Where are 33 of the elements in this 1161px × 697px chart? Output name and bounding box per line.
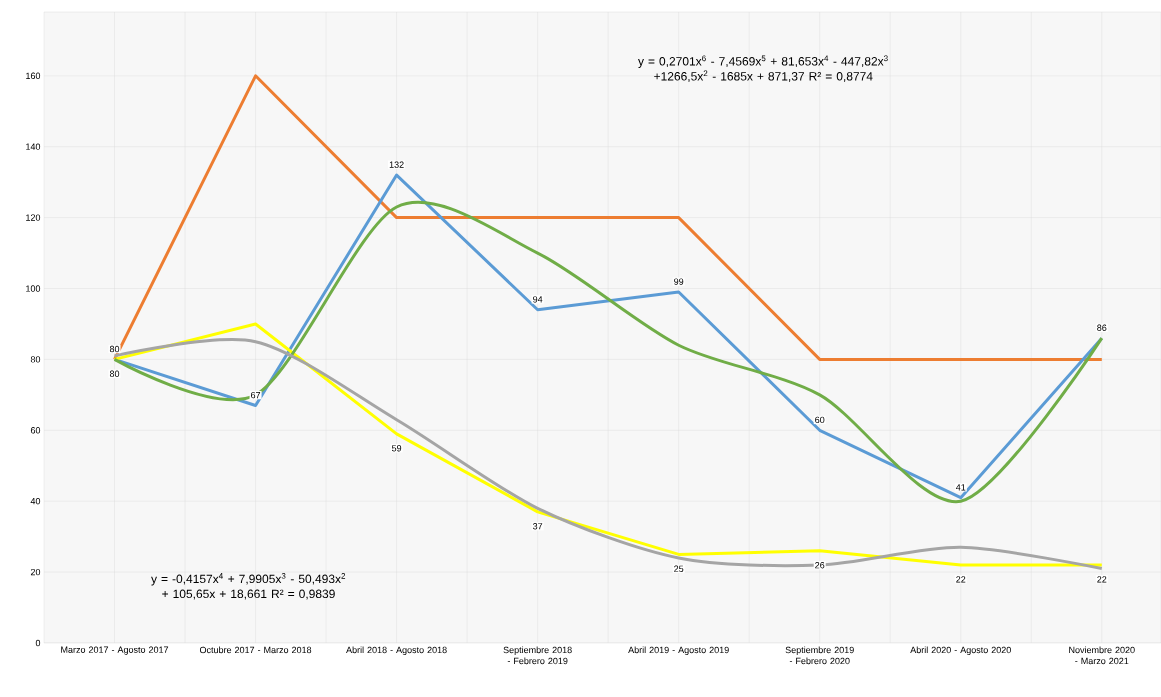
data-label: 60	[815, 416, 825, 424]
y-tick-label: 160	[26, 72, 41, 79]
y-tick-label: 60	[30, 427, 41, 434]
text: y = -0,4157x$^{4}$ + 7,9905x$^{3}$ - 50,493x$^{2}$ + 105,65x + 18,661 R² = 0,9839	[151, 573, 346, 600]
x-tick-label: Septiembre 2018 - Febrero 2019	[503, 646, 572, 665]
data-label: 80	[109, 370, 120, 377]
data-label: 132	[389, 161, 404, 168]
text: y = 0,2701x$^{6}$ - 7,4569x$^{5}$ + 81,653x$^{4}$ - 447,82x$^{3}$ +1266,5x$^{2}$ - 1685x + 871,37 R² = 0,8774	[638, 55, 888, 82]
x-tick-label: Abril 2020 - Agosto 2020	[910, 646, 1011, 655]
data-label: 22	[956, 576, 966, 583]
x-tick-label: Abril 2019 - Agosto 2019	[628, 646, 729, 655]
y-tick-label: 20	[30, 568, 41, 576]
data-label: 67	[251, 391, 261, 399]
y-tick-label: 100	[26, 285, 41, 292]
y-tick-label: 140	[26, 143, 41, 150]
y-tick-label: 40	[30, 498, 41, 505]
x-tick-label: Octubre 2017 - Marzo 2018	[199, 646, 312, 654]
x-tick-label: Marzo 2017 - Agosto 2017	[61, 646, 169, 655]
y-tick-label: 0	[35, 639, 41, 647]
x-tick-label: Septiembre 2019 - Febrero 2020	[785, 646, 854, 665]
data-label: 41	[955, 484, 966, 491]
data-label: 86	[1097, 324, 1107, 331]
data-label: 80	[109, 345, 120, 353]
data-label: 59	[391, 445, 402, 452]
x-tick-label: Abril 2018 - Agosto 2018	[346, 646, 447, 655]
y-tick-label: 120	[26, 214, 41, 221]
data-label: 99	[674, 278, 684, 285]
x-tick-label: Noviembre 2020 - Marzo 2021	[1069, 646, 1135, 665]
data-label: 25	[674, 565, 684, 572]
data-label: 22	[1097, 576, 1107, 583]
data-label: 37	[532, 523, 543, 530]
y-tick-label: 80	[30, 356, 41, 363]
data-label: 94	[533, 296, 543, 303]
